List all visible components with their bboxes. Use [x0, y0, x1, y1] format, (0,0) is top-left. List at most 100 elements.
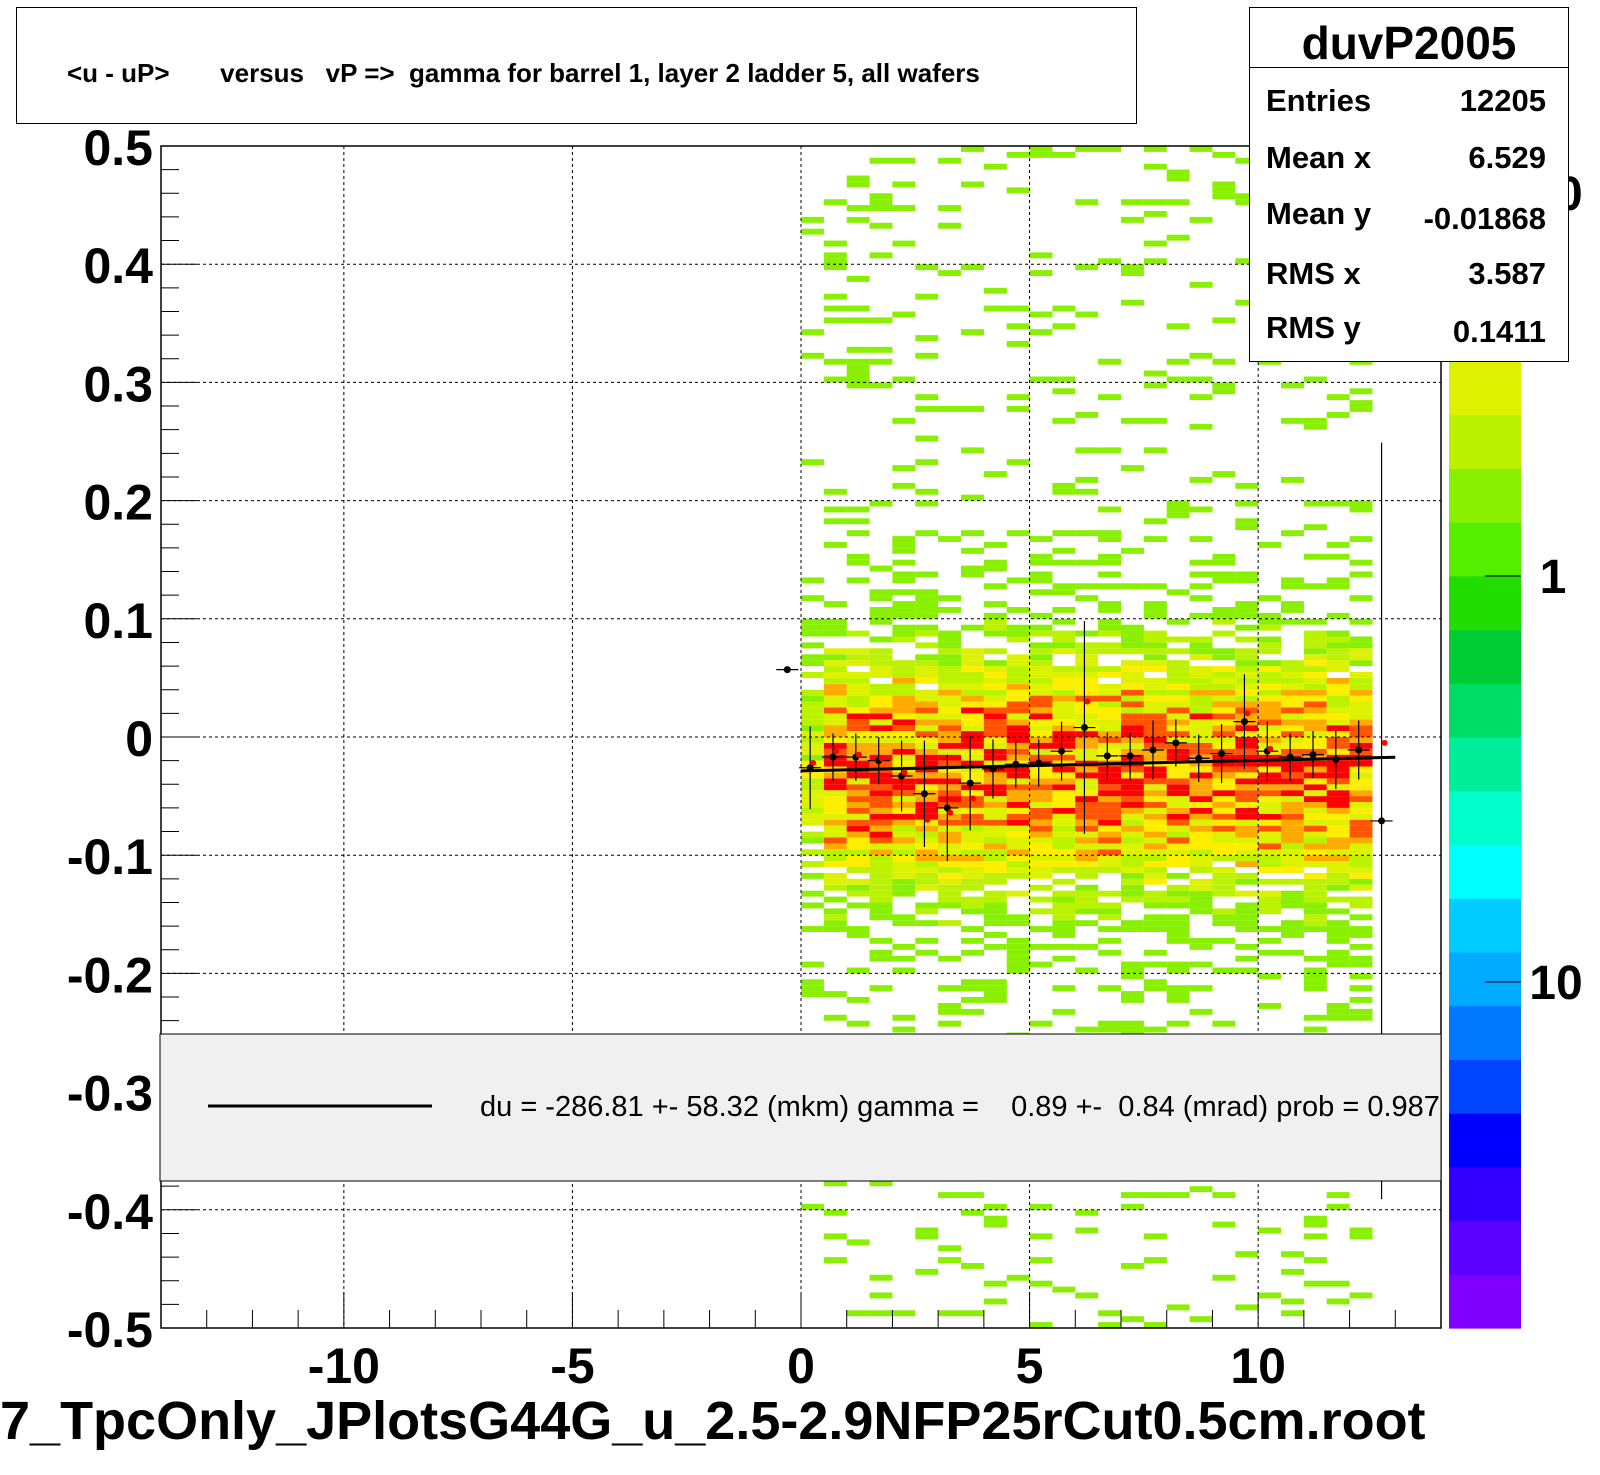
heatmap-cell: [1121, 636, 1144, 643]
heatmap-cell: [1098, 1020, 1121, 1027]
heatmap-cell: [983, 796, 1007, 802]
heatmap-cell: [1143, 666, 1167, 672]
heatmap-cell: [1121, 707, 1144, 714]
heatmap-cell: [801, 890, 824, 897]
heatmap-cell: [1303, 1215, 1327, 1222]
heatmap-cell: [1006, 742, 1030, 749]
heatmap-cell: [846, 790, 870, 797]
heatmap-cell: [1121, 270, 1144, 276]
heatmap-cell: [892, 542, 916, 548]
heatmap-cell: [1143, 831, 1167, 838]
heatmap-cell: [1006, 849, 1030, 856]
heatmap-cell: [1212, 742, 1236, 749]
heatmap-cell: [1166, 861, 1190, 867]
heatmap-cell: [983, 1280, 1007, 1287]
heatmap-cell: [961, 843, 984, 850]
heatmap-cell: [1258, 760, 1281, 767]
heatmap-cell: [961, 719, 984, 726]
heatmap-cell: [915, 742, 939, 749]
heatmap-cell: [938, 819, 961, 826]
heatmap-cell: [823, 506, 847, 513]
heatmap-cell: [1235, 193, 1259, 200]
heatmap-cell: [1098, 258, 1121, 265]
heatmap-cell: [938, 855, 961, 862]
palette-segment: [1449, 1274, 1521, 1329]
heatmap-cell: [1326, 926, 1350, 932]
heatmap-cell: [1029, 884, 1053, 891]
heatmap-cell: [938, 878, 961, 885]
heatmap-cell: [1212, 1192, 1236, 1198]
heatmap-cell: [915, 872, 939, 879]
heatmap-cell: [1349, 742, 1373, 749]
heatmap-cell: [915, 406, 939, 412]
heatmap-cell: [1098, 666, 1121, 672]
heatmap-cell: [1235, 636, 1259, 643]
heatmap-cell: [938, 985, 961, 992]
heatmap-cell: [869, 896, 893, 903]
heatmap-cell: [1349, 713, 1373, 720]
heatmap-cell: [1166, 807, 1190, 814]
heatmap-cell: [1029, 1203, 1053, 1210]
heatmap-cell: [1349, 707, 1373, 714]
heatmap-cell: [983, 725, 1007, 732]
heatmap-cell: [1029, 559, 1053, 566]
heatmap-cell: [892, 955, 916, 962]
heatmap-cell: [915, 719, 939, 726]
heatmap-cell: [1006, 683, 1030, 690]
heatmap-cell: [1189, 884, 1213, 891]
heatmap-cell: [1326, 961, 1350, 968]
heatmap-cell: [801, 672, 824, 678]
heatmap-cell: [869, 802, 893, 808]
heatmap-cell: [915, 902, 939, 909]
stats-row-mean-x: Mean x 6.529: [1250, 140, 1568, 190]
heatmap-cell: [1303, 618, 1327, 625]
heatmap-cell: [961, 660, 984, 667]
heatmap-cell: [1189, 689, 1213, 696]
heatmap-cell: [1075, 796, 1099, 802]
heatmap-cell: [1326, 843, 1350, 850]
profile-point: [1355, 746, 1363, 754]
heatmap-cell: [1166, 1192, 1190, 1198]
heatmap-cell: [983, 701, 1007, 708]
heatmap-cell: [1281, 926, 1304, 932]
heatmap-cell: [1052, 742, 1076, 749]
heatmap-cell: [823, 819, 847, 826]
heatmap-cell: [1235, 790, 1259, 797]
heatmap-cell: [1006, 677, 1030, 684]
heatmap-cell: [846, 695, 870, 702]
heatmap-cell: [1326, 677, 1350, 684]
heatmap-cell: [1281, 813, 1304, 820]
heatmap-cell: [846, 518, 870, 525]
heatmap-cell: [1326, 802, 1350, 808]
heatmap-cell: [1121, 849, 1144, 856]
heatmap-cell: [869, 908, 893, 915]
heatmap-cell: [983, 872, 1007, 879]
heatmap-cell: [1052, 955, 1076, 962]
heatmap-cell: [1212, 855, 1236, 862]
heatmap-cell: [1258, 949, 1281, 956]
heatmap-cell: [983, 689, 1007, 696]
heatmap-cell: [961, 754, 984, 761]
heatmap-cell: [961, 784, 984, 791]
profile-point: [1332, 755, 1340, 763]
heatmap-cell: [1189, 849, 1213, 856]
heatmap-cell: [1258, 742, 1281, 749]
heatmap-cell: [869, 672, 893, 678]
heatmap-cell: [1029, 784, 1053, 791]
heatmap-cell: [915, 571, 939, 578]
heatmap-cell: [823, 488, 847, 495]
heatmap-cell: [1029, 642, 1053, 649]
heatmap-cell: [1143, 1192, 1167, 1198]
heatmap-cell: [938, 648, 961, 655]
heatmap-cell: [1029, 536, 1053, 542]
heatmap-cell: [983, 719, 1007, 726]
heatmap-cell: [1166, 926, 1190, 932]
heatmap-cell: [915, 500, 939, 507]
heatmap-cell: [1189, 394, 1213, 401]
heatmap-cell: [1189, 281, 1213, 288]
heatmap-cell: [1098, 766, 1121, 773]
legend: du = -286.81 +- 58.32 (mkm) gamma = 0.89…: [159, 1033, 1442, 1182]
heatmap-cell: [1143, 1026, 1167, 1033]
heatmap-cell: [961, 813, 984, 820]
heatmap-cell: [1189, 825, 1213, 832]
